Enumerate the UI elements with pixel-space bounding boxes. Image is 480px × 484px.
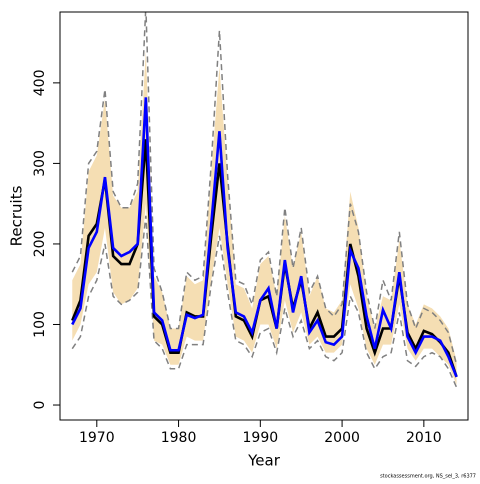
confidence-band	[72, 50, 457, 385]
x-tick-label: 1980	[161, 430, 197, 446]
y-tick-label: 200	[32, 231, 48, 258]
x-tick-label: 1970	[79, 430, 115, 446]
footnote: stockassessment.org, NS_sel_3, r6377	[380, 474, 476, 480]
plot-area	[71, 12, 458, 388]
plot-frame	[59, 11, 469, 421]
y-tick-label: 0	[32, 401, 48, 410]
x-tick-label: 2000	[324, 430, 360, 446]
series-line	[71, 97, 458, 378]
x-tick-label: 1990	[243, 430, 279, 446]
y-tick-label: 100	[32, 311, 48, 338]
y-tick-label: 300	[32, 150, 48, 177]
y-tick-label: 400	[32, 70, 48, 97]
x-tick-label: 2010	[406, 430, 442, 446]
x-axis-label: Year	[247, 452, 281, 470]
y-axis-label: Recruits	[8, 185, 26, 246]
series-line	[71, 12, 458, 365]
series-line	[71, 215, 458, 388]
